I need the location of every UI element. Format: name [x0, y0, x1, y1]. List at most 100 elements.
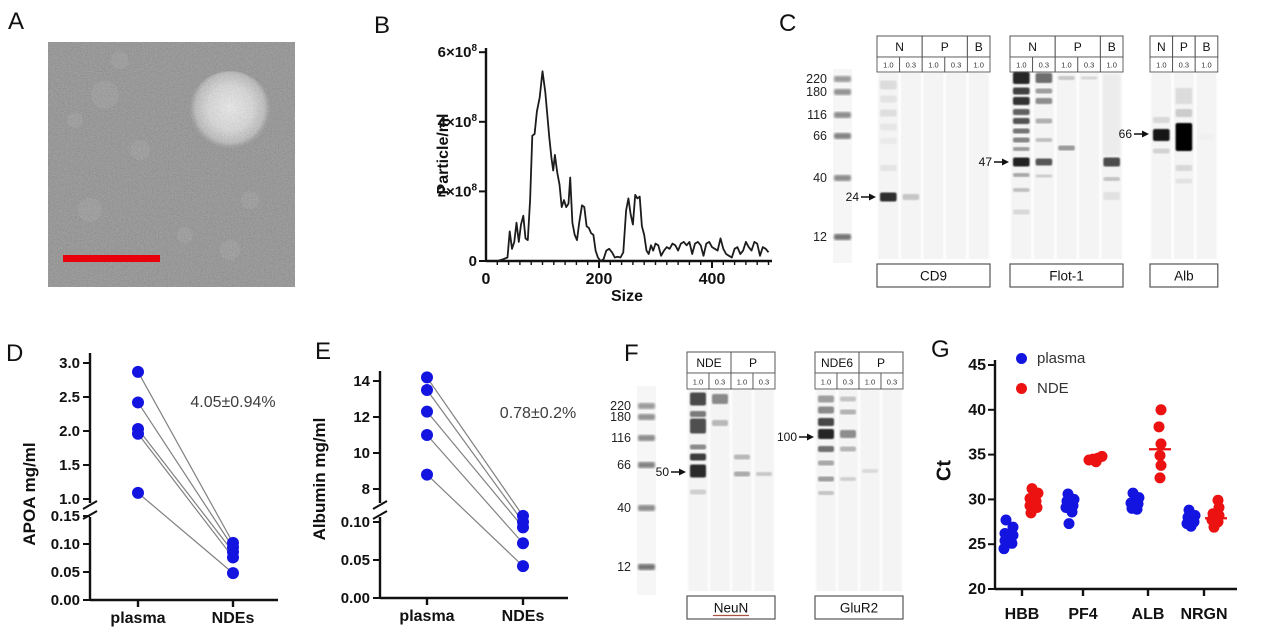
NDE-point	[1155, 438, 1167, 450]
lane	[754, 390, 774, 591]
b-xtick: 400	[699, 271, 726, 288]
ytick: 0.05	[51, 564, 80, 581]
mw-marker-label: 50	[656, 465, 670, 479]
load-label: 1.0	[973, 61, 983, 70]
protein-band	[690, 411, 706, 417]
load-label: 1.0	[693, 378, 703, 387]
ct-ytick: 20	[968, 581, 986, 598]
panel-f-label: F	[624, 340, 639, 367]
protein-band	[690, 453, 706, 461]
ct-chart-legend: plasma NDE	[1016, 350, 1085, 410]
ladder-band	[834, 234, 851, 240]
fraction-label: N	[895, 40, 904, 54]
protein-band	[1035, 73, 1053, 83]
fraction-label: N	[1028, 40, 1037, 54]
plasma-point	[421, 384, 433, 396]
load-label: 1.0	[737, 378, 747, 387]
nde-dot-icon	[1016, 382, 1027, 394]
protein-band	[1013, 157, 1030, 167]
ladder-band	[638, 564, 655, 570]
protein-band	[840, 409, 856, 415]
legend-nde-label: NDE	[1037, 379, 1069, 397]
NDE-point	[1154, 472, 1166, 484]
category-label: NDEs	[212, 610, 255, 627]
protein-band	[712, 394, 728, 404]
protein-band	[818, 429, 834, 439]
ytick: 0.15	[51, 508, 80, 525]
NDE-point	[1155, 404, 1167, 416]
panel-d-label: D	[6, 340, 24, 367]
lane	[860, 390, 880, 591]
protein-band	[1013, 109, 1030, 115]
mw-label: 180	[610, 410, 631, 424]
protein-band	[1153, 117, 1170, 123]
protein-band	[840, 430, 856, 438]
b-ytick: 4×108	[438, 113, 478, 131]
protein-band	[1035, 98, 1053, 104]
protein-band	[734, 454, 750, 460]
arrow-icon	[869, 193, 876, 201]
protein-band	[1103, 177, 1120, 181]
protein-band	[818, 476, 834, 482]
category-label: plasma	[110, 610, 165, 627]
mw-label: 116	[611, 431, 631, 445]
ytick: 3.0	[59, 355, 80, 372]
load-label: 0.3	[1039, 61, 1049, 70]
legend-item-nde: NDE	[1016, 379, 1085, 397]
NDE-point	[1025, 507, 1037, 519]
mw-marker-label: 66	[1119, 127, 1133, 141]
plasma-point	[132, 486, 144, 499]
ytick: 14	[353, 373, 370, 390]
plasma-point	[1063, 518, 1075, 530]
protein-band	[818, 446, 834, 452]
apoa-percentage-annotation: 4.05±0.94%	[190, 394, 276, 411]
mw-label: 66	[617, 458, 631, 472]
plasma-point	[421, 405, 433, 418]
ct-ytick: 35	[968, 447, 986, 464]
ladder-band	[638, 403, 655, 409]
load-label: 0.3	[951, 61, 961, 70]
plasma-point	[1066, 506, 1078, 518]
protein-band	[1035, 118, 1053, 124]
arrow-icon	[1142, 130, 1149, 138]
category-label: plasma	[399, 608, 454, 625]
arrow-icon	[1002, 158, 1009, 166]
protein-band	[690, 444, 706, 450]
protein-band	[902, 194, 920, 200]
blot-title: Flot-1	[1049, 269, 1084, 284]
protein-band	[880, 138, 897, 144]
plasma-point	[132, 427, 144, 440]
NDE-point	[1155, 459, 1167, 471]
panel-e-paired-chart: 8 10 12 14 0.00 0.05 0.10 plasma NDEs	[341, 371, 568, 625]
nde-point	[517, 560, 529, 573]
mw-marker-label: 47	[979, 155, 993, 169]
fraction-label: P	[1074, 40, 1082, 54]
protein-band	[818, 418, 834, 426]
ytick: 0.05	[341, 552, 370, 569]
protein-band	[1013, 128, 1030, 134]
protein-band	[1175, 178, 1193, 184]
load-label: 0.3	[759, 378, 769, 387]
lane	[1151, 73, 1172, 259]
ytick: 1.0	[59, 491, 80, 508]
fraction-label: B	[975, 40, 983, 54]
blot-title: CD9	[920, 269, 947, 284]
b-xtick: 0	[482, 271, 491, 288]
protein-band	[1013, 209, 1030, 215]
plasma-point	[421, 371, 433, 384]
protein-band	[818, 395, 834, 403]
mw-label: 66	[813, 129, 827, 143]
mw-label: 40	[813, 171, 827, 185]
panel-c-label: C	[779, 10, 797, 37]
load-label: 1.0	[821, 378, 831, 387]
protein-band	[1035, 158, 1053, 166]
fraction-label: NDE	[696, 356, 721, 370]
ladder-band	[638, 505, 655, 511]
arrow-icon	[679, 468, 686, 476]
mw-label: 12	[813, 230, 827, 244]
apoa-axis-title: APOA mg/ml	[20, 442, 39, 546]
protein-band	[1013, 137, 1030, 143]
ladder-band	[638, 435, 655, 441]
protein-band	[1035, 138, 1053, 142]
